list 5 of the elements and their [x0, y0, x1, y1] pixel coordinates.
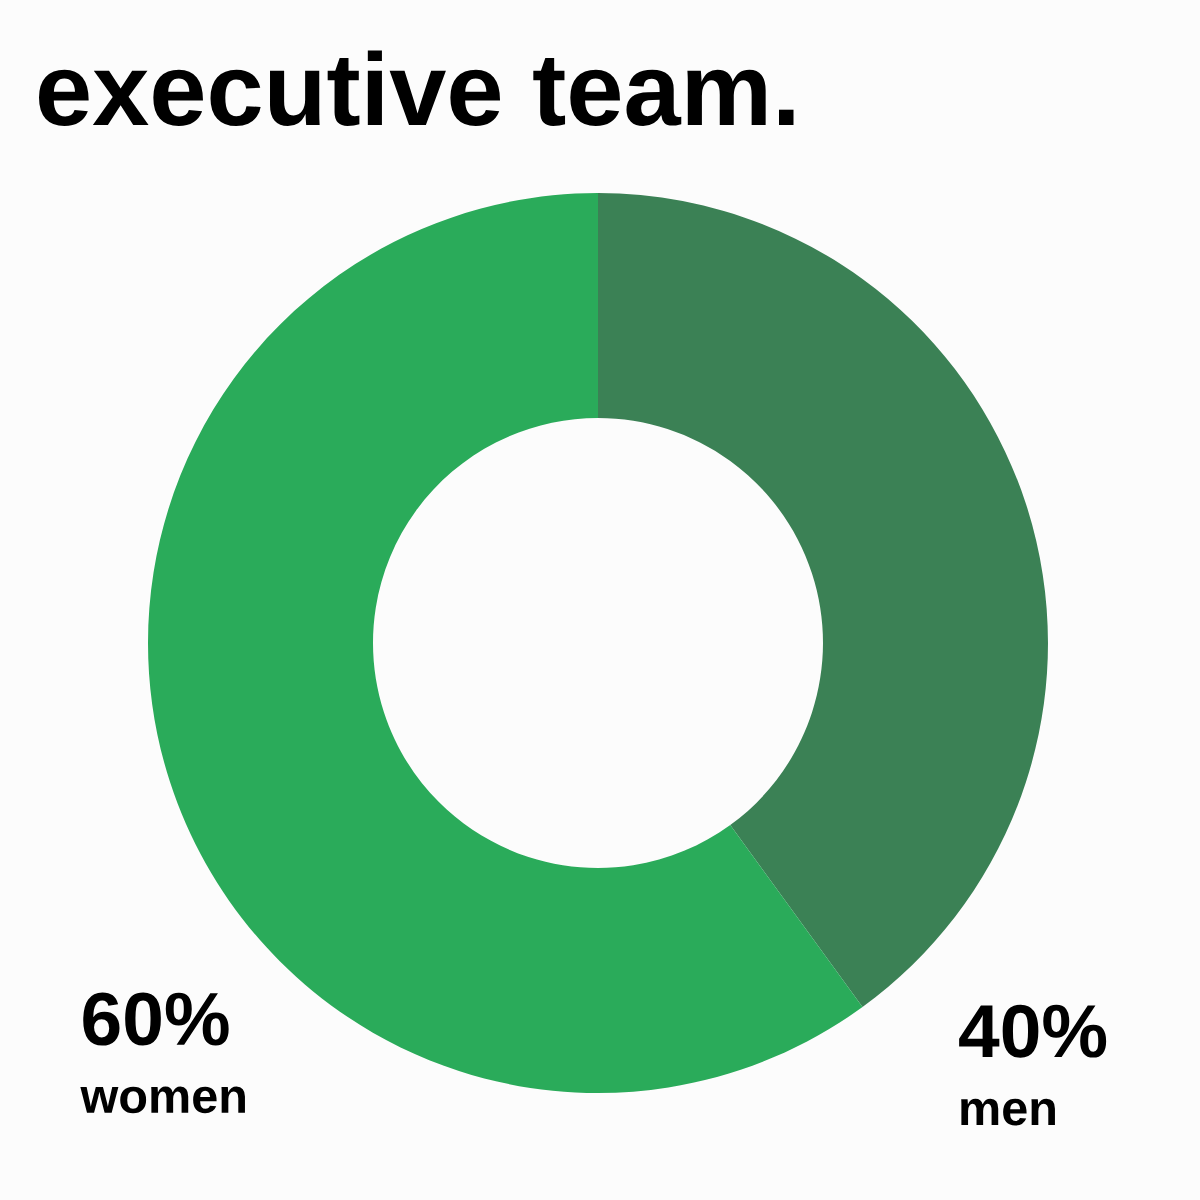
slice-label: men: [961, 1098, 1055, 1126]
chart-title: executive team.: [39, 50, 794, 127]
data-label: 60%: [83, 992, 229, 1046]
data-label: 40%: [959, 1004, 1107, 1058]
slice-label: women: [80, 1086, 245, 1114]
